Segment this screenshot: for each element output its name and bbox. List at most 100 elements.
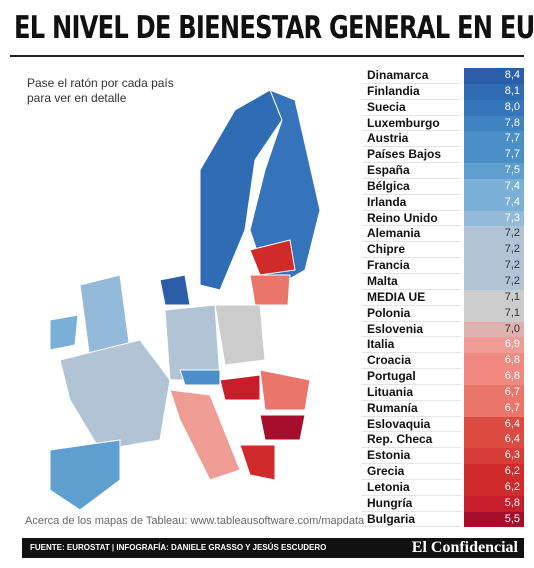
country-shape[interactable] xyxy=(259,414,306,441)
country-value: 7,7 xyxy=(463,131,524,148)
ranking-row[interactable]: MEDIA UE 7,1 xyxy=(362,289,524,306)
country-value: 5,5 xyxy=(463,511,524,528)
country-name: Francia xyxy=(362,258,461,274)
country-name: Irlanda xyxy=(362,195,461,211)
ranking-row[interactable]: Chipre 7,2 xyxy=(362,242,524,259)
ranking-row[interactable]: Italia 6,9 xyxy=(362,337,524,354)
country-name: Rumanía xyxy=(362,401,461,417)
country-value: 6,4 xyxy=(463,416,524,433)
ranking-row[interactable]: Bulgaria 5,5 xyxy=(362,511,524,528)
country-name: Hungría xyxy=(362,496,461,512)
ranking-row[interactable]: Grecia 6,2 xyxy=(362,464,524,480)
country-shape[interactable] xyxy=(179,369,221,386)
ranking-row[interactable]: Austria 7,7 xyxy=(362,131,524,148)
brand: El Confidencial xyxy=(411,539,518,556)
country-value: 7,2 xyxy=(463,242,524,259)
ranking-row[interactable]: Dinamarca 8,4 xyxy=(362,68,524,84)
ranking-row[interactable]: Irlanda 7,4 xyxy=(362,194,524,211)
country-value: 6,7 xyxy=(463,384,524,401)
country-name: Portugal xyxy=(362,369,461,385)
country-shape[interactable] xyxy=(49,314,79,351)
country-value: 6,2 xyxy=(463,464,524,480)
title-rule xyxy=(10,55,524,57)
country-shape[interactable] xyxy=(59,339,171,451)
country-value: 6,2 xyxy=(463,479,524,496)
ranking-row[interactable]: Alemania 7,2 xyxy=(362,226,524,243)
country-shape[interactable] xyxy=(259,369,311,411)
country-name: Eslovenia xyxy=(362,322,461,338)
ranking-row[interactable]: Rep. Checa 6,4 xyxy=(362,432,524,449)
country-name: Reino Unido xyxy=(362,211,461,227)
ranking-row[interactable]: Luxemburgo 7,8 xyxy=(362,115,524,132)
country-name: Luxemburgo xyxy=(362,116,461,132)
country-name: Rep. Checa xyxy=(362,432,461,449)
ranking-row[interactable]: Suecia 8,0 xyxy=(362,99,524,116)
ranking-row[interactable]: España 7,5 xyxy=(362,163,524,179)
ranking-row[interactable]: Croacia 6,8 xyxy=(362,353,524,370)
ranking-row[interactable]: Francia 7,2 xyxy=(362,258,524,274)
country-shape[interactable] xyxy=(219,374,261,401)
ranking-row[interactable]: Malta 7,2 xyxy=(362,273,524,290)
country-name: MEDIA UE xyxy=(362,290,461,306)
country-value: 7,1 xyxy=(463,305,524,322)
country-shape[interactable] xyxy=(214,304,266,366)
ranking-row[interactable]: Rumanía 6,7 xyxy=(362,400,524,417)
country-name: Polonia xyxy=(362,306,461,322)
country-name: Chipre xyxy=(362,242,461,259)
country-value: 7,4 xyxy=(463,178,524,195)
country-value: 7,2 xyxy=(463,273,524,290)
ranking-row[interactable]: Finlandia 8,1 xyxy=(362,83,524,100)
ranking-row[interactable]: Países Bajos 7,7 xyxy=(362,147,524,164)
title: EL NIVEL DE BIENESTAR GENERAL EN EUROPA xyxy=(14,10,534,46)
ranking-row[interactable]: Hungría 5,8 xyxy=(362,495,524,512)
country-value: 7,7 xyxy=(463,147,524,164)
country-name: Grecia xyxy=(362,464,461,480)
country-shape[interactable] xyxy=(49,439,121,511)
country-name: Finlandia xyxy=(362,84,461,100)
ranking-row[interactable]: Reino Unido 7,3 xyxy=(362,210,524,227)
country-value: 8,1 xyxy=(463,83,524,100)
country-shape[interactable] xyxy=(159,274,191,306)
ranking-row[interactable]: Bélgica 7,4 xyxy=(362,178,524,195)
country-shape[interactable] xyxy=(169,389,241,481)
country-shape[interactable] xyxy=(249,239,296,276)
country-value: 8,0 xyxy=(463,99,524,116)
country-name: Lituania xyxy=(362,385,461,401)
country-value: 7,2 xyxy=(463,258,524,274)
map-note: Pase el ratón por cada país para ver en … xyxy=(27,76,174,105)
country-name: Alemania xyxy=(362,226,461,243)
country-name: Letonia xyxy=(362,480,461,496)
country-name: Dinamarca xyxy=(362,68,461,84)
country-name: Países Bajos xyxy=(362,147,461,164)
country-value: 5,8 xyxy=(463,495,524,512)
ranking-row[interactable]: Eslovaquia 6,4 xyxy=(362,416,524,433)
country-shape[interactable] xyxy=(164,304,221,381)
ranking-row[interactable]: Polonia 7,1 xyxy=(362,305,524,322)
ranking-row[interactable]: Portugal 6,8 xyxy=(362,369,524,385)
country-value: 8,4 xyxy=(463,68,524,84)
footer: FUENTE: EUROSTAT | INFOGRAFÍA: DANIELE G… xyxy=(22,538,524,558)
country-value: 6,4 xyxy=(463,432,524,449)
country-name: Croacia xyxy=(362,353,461,370)
country-name: Malta xyxy=(362,274,461,290)
country-value: 7,1 xyxy=(463,289,524,306)
country-shape[interactable] xyxy=(199,89,283,291)
ranking-row[interactable]: Letonia 6,2 xyxy=(362,479,524,496)
country-value: 7,3 xyxy=(463,210,524,227)
country-value: 7,0 xyxy=(463,321,524,338)
country-name: Suecia xyxy=(362,100,461,116)
country-value: 6,7 xyxy=(463,400,524,417)
map xyxy=(49,89,321,511)
country-name: Estonia xyxy=(362,448,461,465)
ranking-row[interactable]: Lituania 6,7 xyxy=(362,384,524,401)
country-shape[interactable] xyxy=(239,444,276,481)
country-shape[interactable] xyxy=(249,274,291,306)
country-name: Italia xyxy=(362,337,461,354)
ranking-row[interactable]: Eslovenia 7,0 xyxy=(362,321,524,338)
country-value: 7,4 xyxy=(463,194,524,211)
country-name: Austria xyxy=(362,131,461,148)
country-value: 7,8 xyxy=(463,115,524,132)
ranking-row[interactable]: Estonia 6,3 xyxy=(362,448,524,465)
country-value: 6,3 xyxy=(463,448,524,465)
